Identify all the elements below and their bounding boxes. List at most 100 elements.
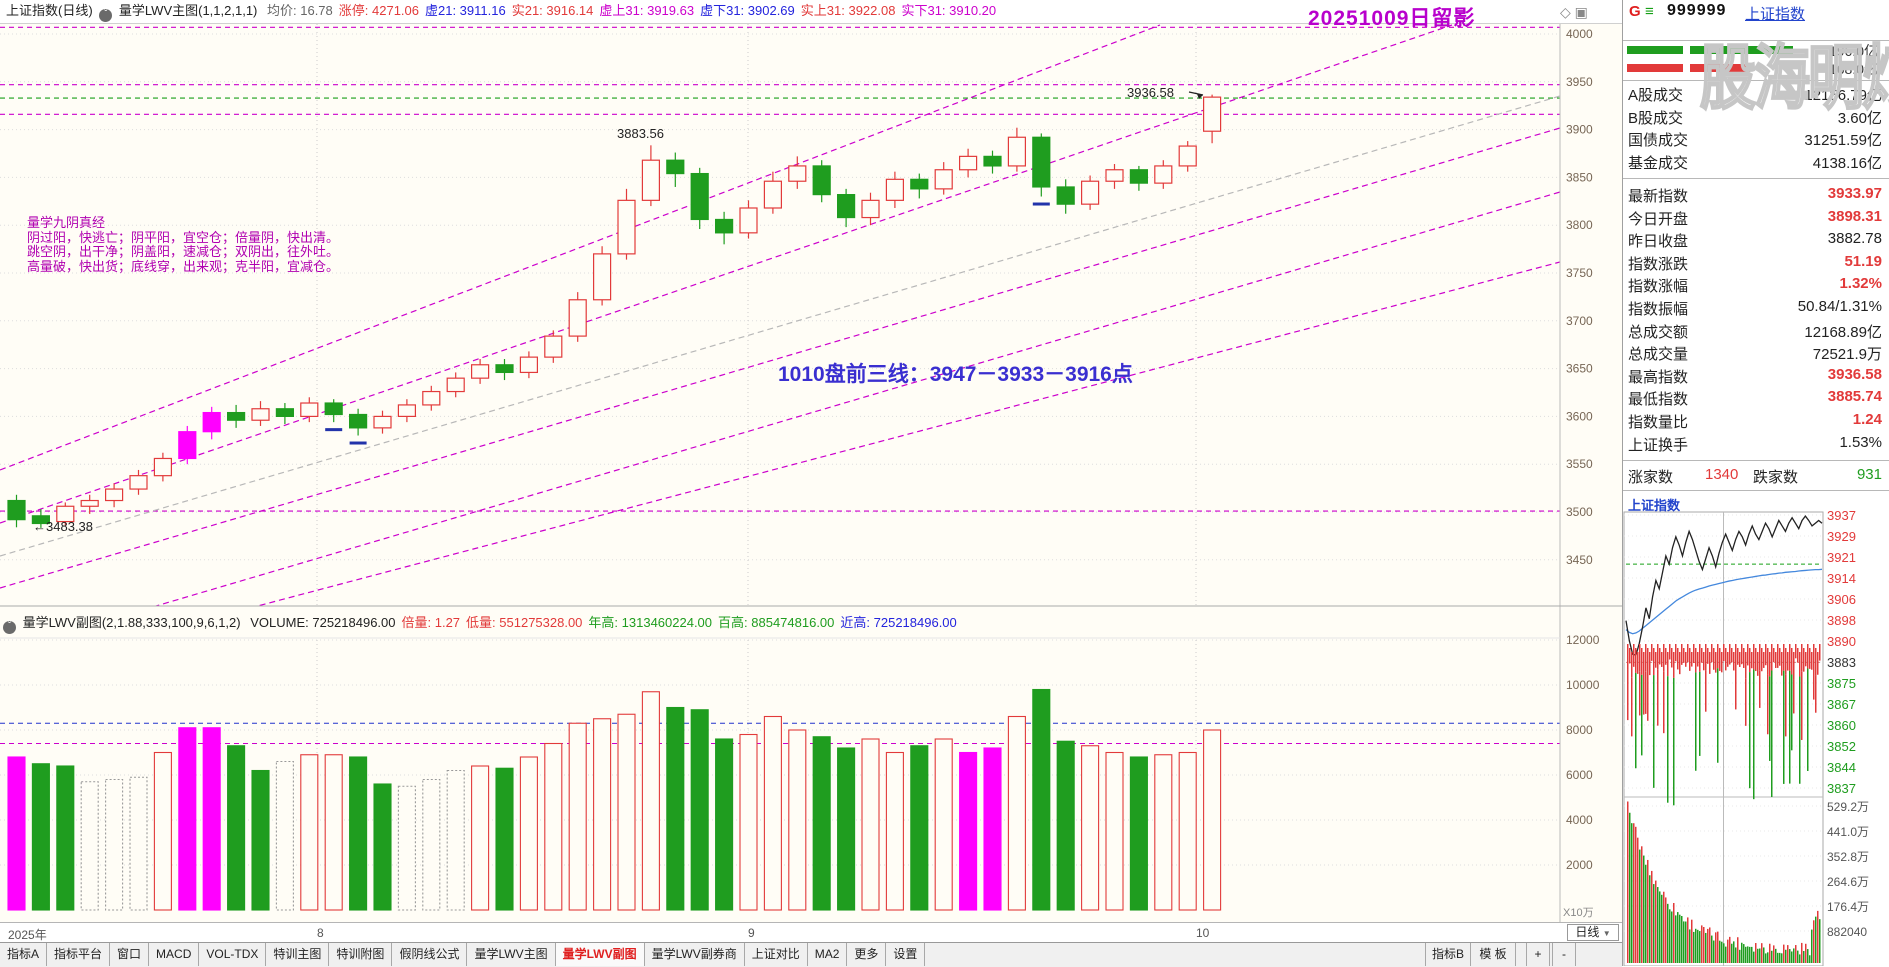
- svg-text:3600: 3600: [1566, 409, 1593, 423]
- collapse-indicator-icon[interactable]: ˇ: [99, 9, 113, 22]
- trend-lines-layer: [0, 24, 1560, 606]
- volume-field: 年高: 1313460224.00: [588, 615, 713, 630]
- jiuyin-line: 量学九阴真经: [27, 215, 106, 230]
- stat-row: 最高指数 3936.58: [1623, 366, 1889, 388]
- stat-label: A股成交: [1628, 87, 1684, 104]
- stat-row: 最低指数 3885.74: [1623, 388, 1889, 410]
- tab-指标平台[interactable]: 指标平台: [47, 943, 111, 966]
- svg-text:3844: 3844: [1827, 760, 1856, 775]
- stock-code: 999999: [1667, 2, 1727, 19]
- divider: [1623, 460, 1889, 461]
- decliners-value: 931: [1856, 466, 1882, 483]
- stat-value: 3.60亿: [1837, 109, 1882, 127]
- stat-value: 3882.78: [1827, 230, 1882, 248]
- svg-text:3867: 3867: [1827, 697, 1856, 712]
- svg-text:3906: 3906: [1827, 592, 1856, 607]
- g-badge: G: [1629, 3, 1641, 20]
- mini-intraday-volume-ticks: [1627, 644, 1821, 806]
- svg-text:3850: 3850: [1566, 170, 1593, 184]
- period-dropdown[interactable]: 日线 ▼: [1567, 924, 1619, 941]
- stat-value: 1.53%: [1839, 433, 1882, 451]
- stat-row: 最新指数 3933.97: [1623, 185, 1889, 207]
- svg-text:352.8万: 352.8万: [1827, 850, 1869, 864]
- svg-text:3890: 3890: [1827, 634, 1856, 649]
- tab-更多[interactable]: 更多: [847, 943, 887, 966]
- collapse-indicator-icon[interactable]: ˇ: [3, 621, 16, 634]
- tab-MA2[interactable]: MA2: [807, 943, 848, 966]
- svg-text:3883: 3883: [1827, 655, 1856, 670]
- svg-text:3898: 3898: [1827, 613, 1856, 628]
- toolbar-button-指标B[interactable]: 指标B: [1425, 943, 1471, 966]
- flow-bar-segment: [1627, 46, 1683, 54]
- indicator-field: 实21: 3916.14: [511, 3, 594, 18]
- tab-量学LWV副券商[interactable]: 量学LWV副券商: [644, 943, 745, 966]
- tab-假阴线公式[interactable]: 假阴线公式: [392, 943, 468, 966]
- volume-indicator-values: VOLUME: 725218496.00 倍量: 1.27 低量: 55127532…: [244, 615, 957, 630]
- mini-intraday-svg[interactable]: 3937 3929 3921 3914 3906 3898 3890 3883 3875 3867…: [1622, 494, 1889, 966]
- x-axis-label: 8: [317, 926, 324, 940]
- quote-header: G ≡ 999999 上证指数: [1623, 2, 1889, 23]
- period-label: 日线: [1575, 925, 1600, 939]
- indicator-field: 虚21: 3911.16: [425, 3, 506, 18]
- stat-value: 12156.79亿: [1804, 87, 1882, 104]
- toolbar-button-+[interactable]: +: [1526, 943, 1550, 966]
- stat-row: 指数涨幅 1.32%: [1623, 275, 1889, 297]
- volume-bars-layer: [7, 688, 1222, 911]
- tab-MACD[interactable]: MACD: [149, 943, 200, 966]
- jiuyin-line: 阴过阳，快逃亡；阴平阳，宜空仓；倍量阴，快出清。: [27, 229, 340, 245]
- stat-value: 31251.59亿: [1804, 132, 1882, 150]
- stat-label: 昨日收盘: [1628, 233, 1689, 251]
- main-chart-svg[interactable]: 4000 3950 3900 3850 3800 3750 3700 3650 3600 3550…: [0, 0, 1622, 966]
- stat-row: 指数涨跌 51.19: [1623, 253, 1889, 275]
- stat-row: 指数量比 1.24: [1623, 411, 1889, 433]
- stat-row: 总成交额 12168.89亿: [1623, 321, 1889, 343]
- volume-field: 低量: 551275328.00: [466, 615, 583, 630]
- advancers-value: 1340: [1705, 466, 1739, 483]
- toolbar-button-模板[interactable]: 模 板: [1470, 943, 1516, 966]
- window-control-icons[interactable]: ◇ ▣: [1560, 4, 1588, 20]
- indicator-field: 均价: 16.78: [267, 3, 333, 18]
- stat-label: 最新指数: [1628, 188, 1689, 205]
- stat-row: 指数振幅 50.84/1.31%: [1623, 298, 1889, 320]
- tab-特训主图[interactable]: 特训主图: [266, 943, 330, 966]
- stock-name-link[interactable]: 上证指数: [1745, 6, 1806, 23]
- tab-量学LWV主图[interactable]: 量学LWV主图: [467, 943, 556, 966]
- toolbar-button--[interactable]: -: [1552, 943, 1576, 966]
- svg-text:3700: 3700: [1566, 314, 1593, 328]
- svg-text:6000: 6000: [1566, 768, 1593, 782]
- stat-value: 3936.58: [1827, 365, 1882, 383]
- svg-text:3800: 3800: [1566, 218, 1593, 232]
- indicator-field: 涨停: 4271.06: [338, 3, 419, 18]
- stat-label: 最低指数: [1628, 391, 1689, 409]
- svg-text:3837: 3837: [1827, 781, 1856, 796]
- indicator-field: 实下31: 3910.20: [901, 3, 997, 18]
- svg-text:3937: 3937: [1827, 508, 1856, 523]
- stat-row: A股成交 12156.79亿: [1623, 84, 1889, 106]
- flow-bar-segment: [1627, 64, 1683, 72]
- stat-row: 国债成交 31251.59亿: [1623, 129, 1889, 151]
- divider: [1623, 80, 1889, 81]
- stat-row: 昨日收盘 3882.78: [1623, 230, 1889, 252]
- tab-指标A[interactable]: 指标A: [0, 943, 48, 966]
- jiuyin-annotation: 量学九阴真经 阴过阳，快逃亡；阴平阳，宜空仓；倍量阴，快出清。 跳空阴，出干净；…: [27, 215, 340, 274]
- stat-value: 72521.9万: [1812, 346, 1882, 364]
- tab-量学LWV副图[interactable]: 量学LWV副图: [555, 943, 645, 966]
- jiuyin-line: 高量破，快出货；底线穿，出来观；克半阳，宜减仓。: [27, 258, 340, 274]
- svg-text:8000: 8000: [1566, 723, 1593, 737]
- tab-窗口[interactable]: 窗口: [110, 943, 150, 966]
- tab-特训附图[interactable]: 特训附图: [329, 943, 393, 966]
- indicator-values: 均价: 16.78 涨停: 4271.06 虚21: 3911.16 实21: 391…: [261, 3, 996, 18]
- tab-上证对比[interactable]: 上证对比: [744, 943, 808, 966]
- mini-volume-histogram: [1627, 801, 1821, 963]
- tab-设置[interactable]: 设置: [886, 943, 926, 966]
- svg-text:3914: 3914: [1827, 571, 1856, 586]
- indicator-tabs: 指标A 指标平台 窗口 MACD VOL-TDX 特训主图 特训附图 假阴线公式 量学LWV主图…: [0, 943, 926, 966]
- stat-value: 1.32%: [1839, 275, 1882, 293]
- svg-text:2000: 2000: [1566, 858, 1593, 872]
- tab-VOL-TDX[interactable]: VOL-TDX: [199, 943, 267, 966]
- menu-icon[interactable]: ≡: [1645, 3, 1654, 20]
- pre-market-three-lines-note: 1010盘前三线：3947－3933－3916点: [778, 363, 1133, 386]
- mini-chart-layer: 3937 3929 3921 3914 3906 3898 3890 3883 3875 3867…: [1623, 508, 1869, 966]
- stat-label: B股成交: [1628, 109, 1684, 127]
- candles-layer: [7, 94, 1222, 528]
